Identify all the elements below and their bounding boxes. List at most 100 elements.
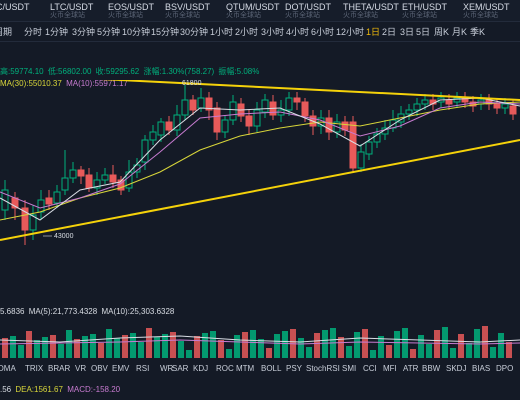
candle-body [53,191,61,204]
indicator-bias[interactable]: BIAS [472,364,491,373]
macd-dea-value: DEA:1561.67 [15,385,63,394]
ticker-ltc-usdt[interactable]: LTC/USDT 火币全球站 [50,2,93,22]
volume-bar [282,331,288,358]
volume-bar [418,335,424,358]
low-annotation: 43000 [54,233,74,240]
candle-body [93,179,101,189]
volume-bar [426,344,432,358]
candle-body [493,103,501,109]
interval-tab[interactable]: 3小时 [261,27,285,37]
amplitude-value: 振幅:5.08% [218,67,260,76]
ticker-theta-usdt[interactable]: THETA/USDT 火币全球站 [343,2,399,22]
indicator-skdj[interactable]: SKDJ [446,364,467,373]
ticker-exchange: 火币全球站 [463,12,498,19]
indicator-cci[interactable]: CCI [363,364,377,373]
volume-bar [370,350,376,358]
interval-tab[interactable]: 季K [470,27,486,37]
indicator-smi[interactable]: SMI [342,364,357,373]
interval-tab[interactable]: 6小时 [311,27,335,37]
indicator-mtm[interactable]: MTM [236,364,255,373]
ticker-bsv-usdt[interactable]: BSV/USDT 火币全球站 [165,2,210,22]
volume-bar [306,347,312,358]
interval-tab[interactable]: 10分钟 [122,27,151,37]
interval-tab[interactable]: 15分钟 [151,27,180,37]
interval-tab[interactable]: 3日 [400,27,415,37]
interval-tab[interactable]: 5分钟 [97,27,121,37]
interval-tab[interactable]: 5日 [416,27,431,37]
indicator-obv[interactable]: OBV [91,364,108,373]
indicator-dma[interactable]: DMA [0,364,16,373]
interval-tab[interactable]: 周K [434,27,450,37]
interval-tab[interactable]: 2小时 [235,27,259,37]
candle-body [509,105,517,115]
volume-bar [130,333,136,358]
volume-bar [250,330,256,358]
indicator-boll[interactable]: BOLL [261,364,282,373]
indicator-bbw[interactable]: BBW [422,364,441,373]
candle-body [229,101,237,121]
candle-body [405,109,413,115]
indicator-psy[interactable]: PSY [286,364,303,373]
ticker-c-usdt[interactable]: C/USDT [0,2,30,22]
ticker-qtum-usdt[interactable]: QTUM/USDT 火币全球站 [226,2,280,22]
change-value: 涨幅:1.30%(758.27) [143,67,215,76]
volume-bar [82,336,88,358]
interval-tab[interactable]: 4小时 [286,27,310,37]
indicator-brar[interactable]: BRAR [48,364,71,373]
interval-tab[interactable]: 30分钟 [180,27,209,37]
candle-body [101,174,109,181]
volume-bar [210,331,216,358]
interval-tab[interactable]: 1分钟 [45,27,69,37]
candlestick-chart[interactable]: 61800 43000 [0,80,520,302]
interval-tab[interactable]: 12小时 [336,27,365,37]
ticker-eth-usdt[interactable]: ETH/USDT 火币全球站 [402,2,447,22]
volume-bar [122,335,128,358]
volume-bar [274,334,280,358]
indicator-rsi[interactable]: RSI [136,364,150,373]
indicator-atr[interactable]: ATR [403,364,419,373]
interval-tab[interactable]: 1日 [366,27,381,37]
ticker-eos-usdt[interactable]: EOS/USDT 火币全球站 [108,2,154,22]
interval-tab[interactable]: 分时 [24,27,43,37]
volume-bar [442,327,448,358]
indicator-wr[interactable]: WR [160,364,174,373]
volume-value: 5.6836 [0,307,25,316]
volume-bar [378,336,384,358]
candle-body [373,133,381,143]
ticker-dot-usdt[interactable]: DOT/USDT 火币全球站 [285,2,331,22]
volume-ma10-value: MA(10):25,303.6328 [101,307,175,316]
volume-bar [34,340,40,358]
indicator-vr[interactable]: VR [75,364,87,373]
candle-body [29,214,37,231]
volume-bar [154,337,160,358]
indicator-kdj[interactable]: KDJ [193,364,209,373]
candle-body [189,99,197,111]
interval-tab[interactable]: 2日 [382,27,397,37]
ticker-symbol: DOT/USDT [285,2,331,12]
indicator-mfi[interactable]: MFI [383,364,397,373]
ticker-symbol: BSV/USDT [165,2,211,12]
ticker-xem-usdt[interactable]: XEM/USDT 火币全球站 [463,2,510,22]
macd-info-line: .56 DEA:1561.67 MACD:-158.20 [0,384,520,395]
indicator-roc[interactable]: ROC [216,364,234,373]
indicator-sar[interactable]: SAR [172,364,189,373]
volume-bar [18,345,24,358]
candle-body [197,97,205,109]
candle-body [69,169,77,179]
indicator-trix[interactable]: TRIX [25,364,44,373]
interval-tab[interactable]: 周期 [0,27,13,37]
indicator-emv[interactable]: EMV [112,364,130,373]
ticker-exchange: 火币全球站 [165,12,200,19]
ma10-line [0,101,520,209]
volume-bar [218,340,224,358]
volume-bar [234,335,240,358]
interval-tab[interactable]: 月K [452,27,468,37]
interval-tab[interactable]: 1小时 [210,27,234,37]
volume-chart[interactable] [0,318,520,360]
ticker-exchange: 火币全球站 [108,12,143,19]
interval-tab[interactable]: 3分钟 [72,27,96,37]
ticker-exchange: 火币全球站 [226,12,261,19]
indicator-dpo[interactable]: DPO [496,364,514,373]
indicator-stochrsi[interactable]: StochRSI [306,364,340,373]
